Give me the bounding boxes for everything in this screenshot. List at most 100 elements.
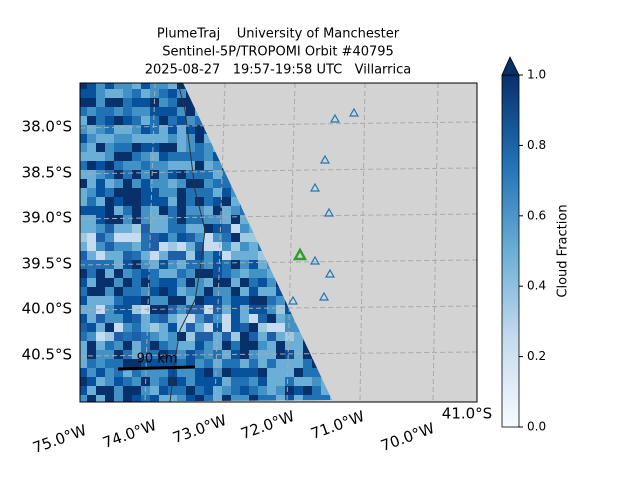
cloud-pixel — [204, 359, 214, 369]
cloud-pixel — [96, 152, 106, 162]
cloud-pixel — [249, 278, 259, 288]
cloud-pixel — [132, 215, 142, 225]
cloud-pixel — [123, 152, 133, 162]
cloud-pixel — [276, 350, 286, 360]
cloud-pixel — [150, 260, 160, 270]
cloud-pixel — [285, 395, 295, 402]
cloud-pixel — [276, 395, 286, 402]
cloud-pixel — [195, 287, 205, 297]
cloud-pixel — [213, 377, 223, 387]
cloud-pixel — [123, 116, 133, 126]
cloud-pixel — [132, 143, 142, 153]
cloud-pixel — [213, 215, 223, 225]
cloud-pixel — [285, 323, 295, 333]
cloud-pixel — [159, 197, 169, 207]
cloud-pixel — [141, 116, 151, 126]
cloud-pixel — [141, 161, 151, 171]
cloud-pixel — [195, 260, 205, 270]
cloud-pixel — [96, 278, 106, 288]
cloud-pixel — [222, 269, 232, 279]
cloud-pixel — [159, 161, 169, 171]
cloud-pixel — [150, 314, 160, 324]
title: PlumeTraj University of Manchester Senti… — [145, 27, 411, 78]
cloud-pixel — [150, 188, 160, 198]
cloud-pixel — [168, 98, 178, 108]
cloud-pixel — [177, 341, 187, 351]
lat-label: 38.5°S — [22, 164, 72, 182]
cloud-pixel — [186, 116, 196, 126]
cloud-pixel — [240, 278, 250, 288]
cloud-pixel — [132, 350, 142, 360]
cloud-pixel — [123, 161, 133, 171]
cloud-pixel — [132, 323, 142, 333]
cloud-pixel — [114, 395, 124, 402]
cloud-pixel — [258, 359, 268, 369]
cloud-pixel — [96, 242, 106, 252]
cloud-pixel — [96, 89, 106, 99]
cloud-pixel — [87, 161, 97, 171]
cloud-pixel — [177, 323, 187, 333]
colorbar-extend — [501, 56, 520, 76]
cloud-pixel — [87, 83, 97, 90]
cloud-pixel — [114, 179, 124, 189]
cloud-pixel — [96, 359, 106, 369]
cloud-pixel — [195, 323, 205, 333]
cloud-pixel — [159, 152, 169, 162]
cloud-pixel — [168, 125, 178, 135]
cloud-pixel — [177, 206, 187, 216]
colorbar — [501, 74, 520, 428]
cloud-pixel — [168, 161, 178, 171]
cloud-pixel — [258, 368, 268, 378]
title-line: Sentinel-5P/TROPOMI Orbit #40795 — [162, 45, 394, 60]
cloud-pixel — [267, 296, 277, 306]
cloud-pixel — [96, 233, 106, 243]
cloud-pixel — [186, 278, 196, 288]
cloud-pixel — [123, 143, 133, 153]
cloud-pixel — [213, 332, 223, 342]
cloud-pixel — [258, 395, 268, 402]
cloud-pixel — [132, 404, 142, 414]
cloud-pixel — [195, 224, 205, 234]
corner-label: 41.0°S — [442, 405, 492, 423]
cloud-pixel — [231, 377, 241, 387]
cloud-pixel — [240, 251, 250, 261]
cloud-pixel — [177, 242, 187, 252]
cloud-pixel — [168, 152, 178, 162]
cloud-pixel — [159, 323, 169, 333]
cloud-pixel — [168, 179, 178, 189]
cloud-pixel — [87, 269, 97, 279]
cloud-pixel — [114, 251, 124, 261]
cloud-pixel — [177, 251, 187, 261]
cloud-pixel — [267, 332, 277, 342]
cloud-pixel — [87, 224, 97, 234]
cloud-pixel — [141, 125, 151, 135]
cloud-pixel — [114, 305, 124, 315]
cloud-pixel — [258, 323, 268, 333]
cloud-pixel — [231, 395, 241, 402]
cloud-pixel — [204, 170, 214, 180]
cloud-pixel — [177, 260, 187, 270]
cloud-pixel — [186, 161, 196, 171]
cloud-pixel — [186, 404, 196, 414]
cloud-pixel — [159, 89, 169, 99]
cloud-pixel — [159, 83, 169, 90]
cloud-pixel — [132, 296, 142, 306]
cloud-pixel — [141, 224, 151, 234]
cloud-pixel — [222, 242, 232, 252]
cloud-pixel — [159, 314, 169, 324]
cloud-pixel — [231, 323, 241, 333]
cloud-pixel — [285, 386, 295, 396]
cloud-pixel — [213, 242, 223, 252]
cloud-pixel — [123, 368, 133, 378]
cloud-pixel — [168, 89, 178, 99]
cloud-pixel — [114, 287, 124, 297]
cloud-pixel — [80, 161, 88, 171]
cloud-pixel — [276, 359, 286, 369]
cloud-pixel — [96, 206, 106, 216]
cloud-pixel — [204, 134, 214, 144]
cloud-pixel — [123, 242, 133, 252]
cloud-pixel — [105, 233, 115, 243]
cloud-pixel — [231, 332, 241, 342]
cloud-pixel — [141, 260, 151, 270]
cloud-pixel — [105, 350, 115, 360]
